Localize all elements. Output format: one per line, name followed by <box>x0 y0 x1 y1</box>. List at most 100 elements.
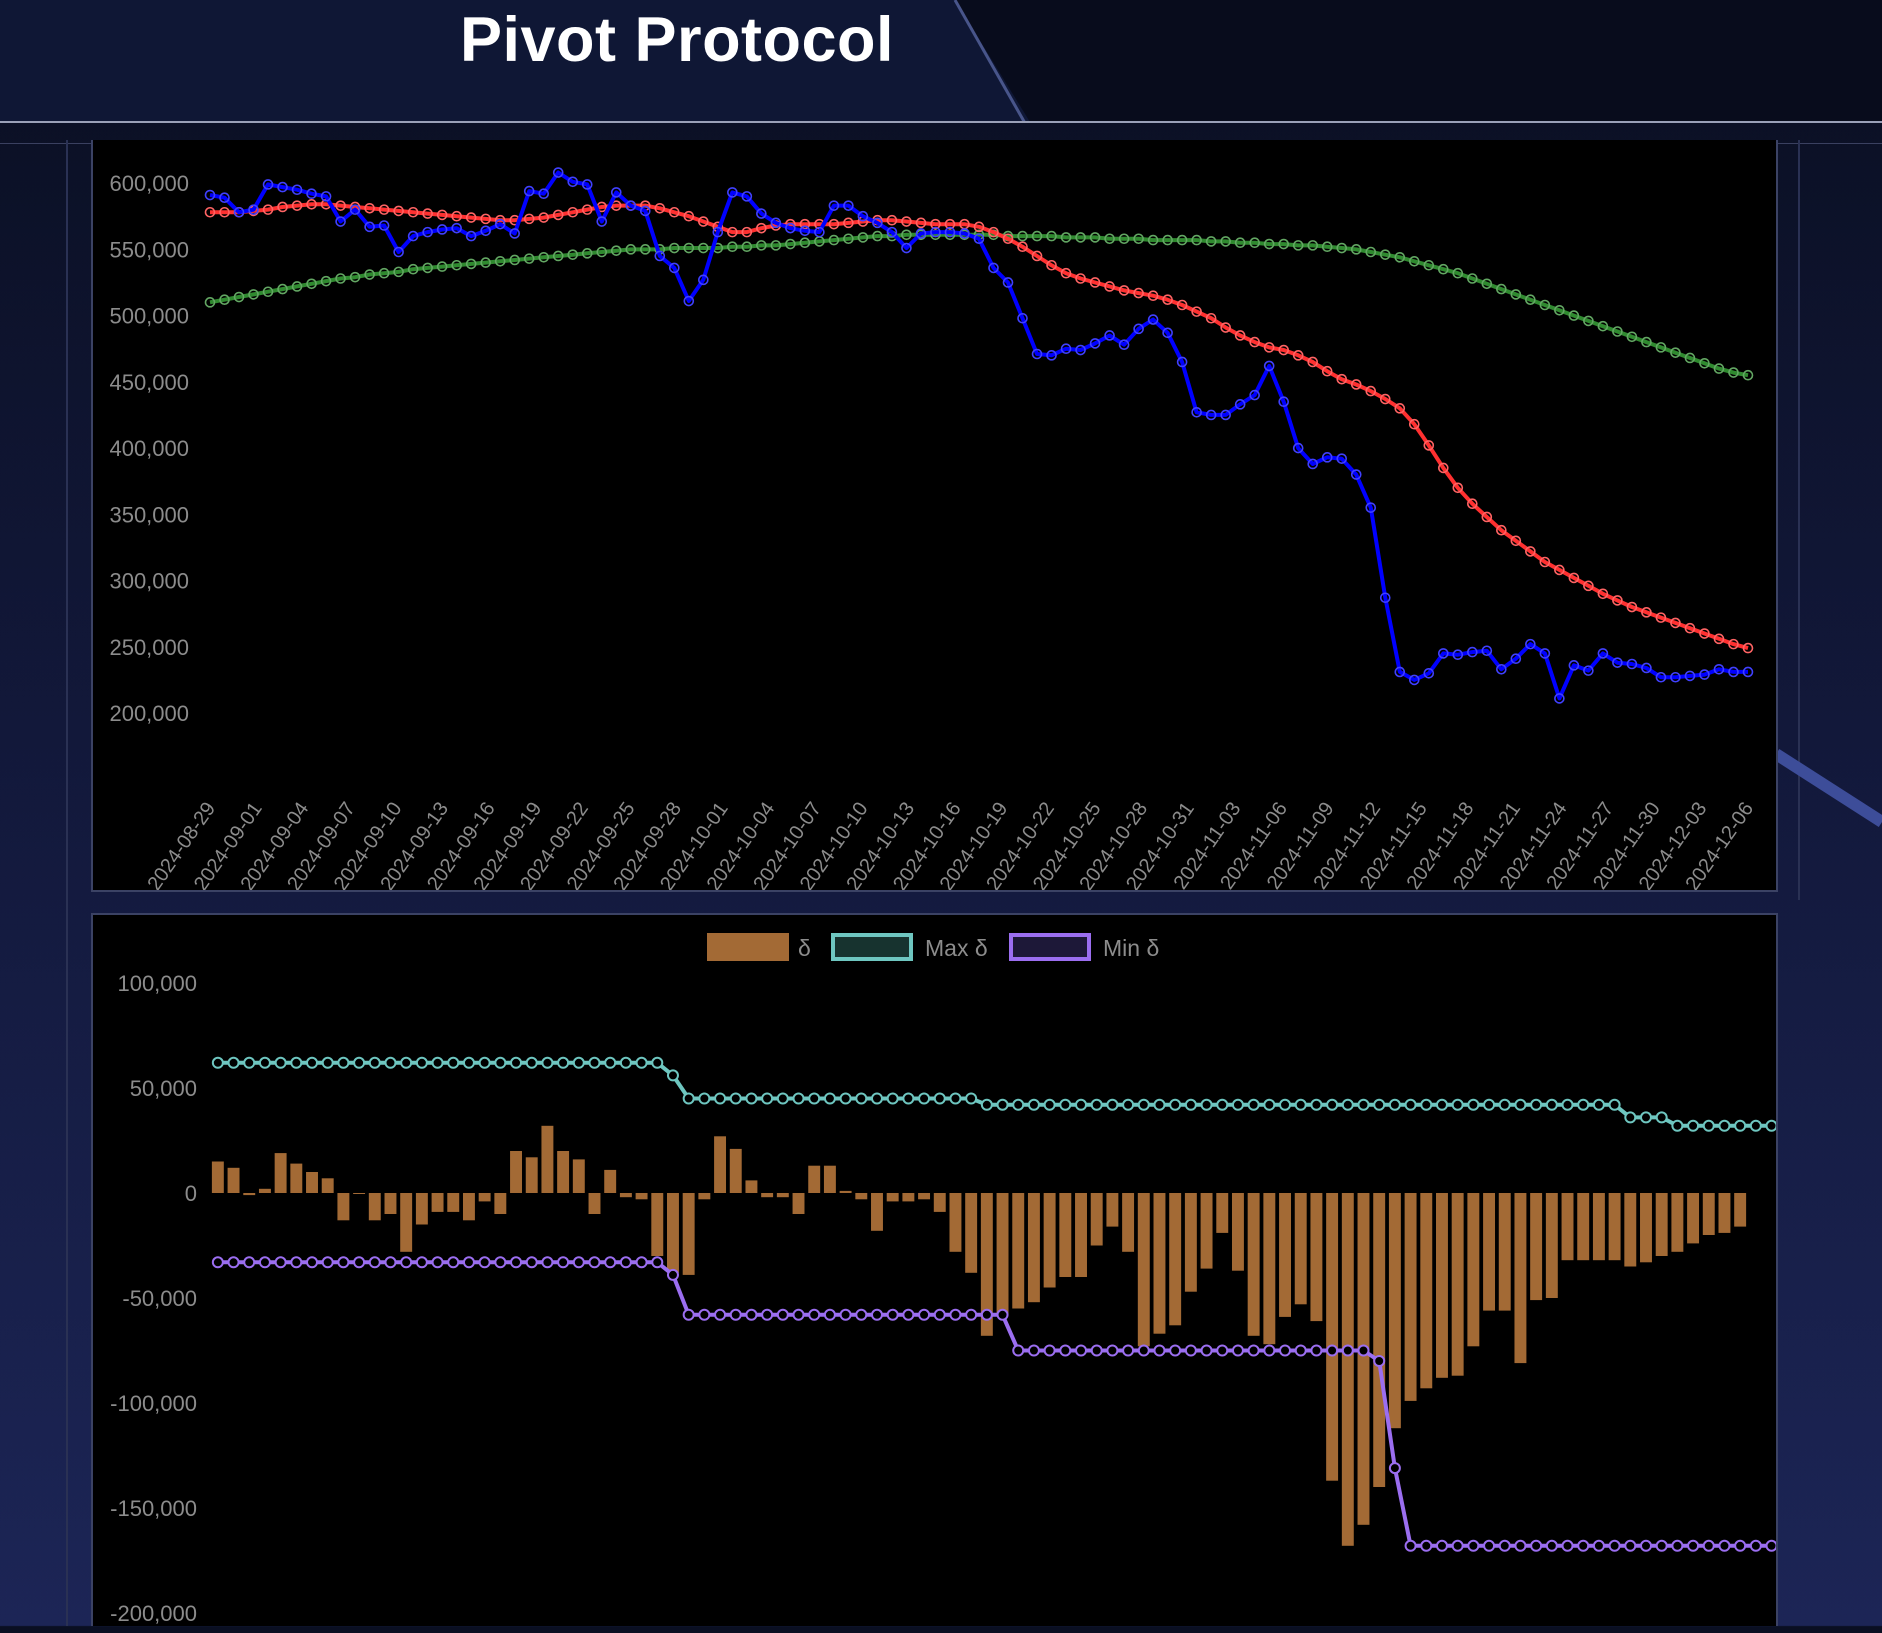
data-point <box>1231 1344 1244 1357</box>
data-point <box>306 188 317 200</box>
data-point <box>596 246 608 258</box>
delta-bar <box>1075 1193 1087 1277</box>
data-point <box>1278 344 1289 356</box>
data-point <box>682 1092 695 1105</box>
data-point <box>1554 304 1565 316</box>
data-point <box>407 230 419 242</box>
data-point <box>572 1056 585 1069</box>
data-point <box>729 1308 742 1321</box>
delta-bar <box>667 1193 679 1273</box>
data-point <box>1742 642 1754 654</box>
data-point <box>1713 663 1725 675</box>
y-tick-label: -200,000 <box>110 1601 197 1626</box>
data-point <box>1394 252 1406 263</box>
delta-bar <box>1514 1193 1527 1364</box>
data-point <box>799 218 811 230</box>
data-point <box>776 1092 789 1105</box>
data-point <box>337 1256 350 1269</box>
delta-bar <box>1106 1193 1119 1227</box>
data-point <box>619 1056 632 1069</box>
data-point <box>1292 442 1304 454</box>
data-point <box>1133 233 1144 245</box>
data-point <box>1388 1462 1401 1475</box>
data-point <box>1687 1119 1700 1132</box>
y-tick-label: 350,000 <box>109 502 189 527</box>
data-point <box>494 1256 507 1269</box>
data-point <box>415 1256 428 1269</box>
delta-bar <box>1467 1193 1480 1347</box>
delta-bar <box>572 1159 585 1193</box>
data-point <box>567 176 579 188</box>
data-point <box>714 1308 727 1321</box>
delta-bar <box>745 1180 758 1193</box>
data-point <box>581 204 593 215</box>
data-point <box>320 275 332 287</box>
page-title: Pivot Protocol <box>460 5 895 75</box>
data-point <box>1655 342 1667 353</box>
data-point <box>525 1256 538 1269</box>
data-point <box>639 205 651 217</box>
data-point <box>1336 242 1348 254</box>
data-point <box>855 1092 868 1105</box>
data-point <box>1321 241 1333 253</box>
series-line <box>209 170 1748 701</box>
data-point <box>886 1092 899 1105</box>
data-point <box>654 250 666 262</box>
data-point <box>243 1056 256 1069</box>
data-point <box>211 1256 224 1269</box>
data-point <box>1350 469 1362 480</box>
data-point <box>1231 1098 1244 1111</box>
delta-bar <box>462 1193 475 1221</box>
data-point <box>291 184 303 196</box>
data-point <box>1530 1098 1543 1111</box>
data-point <box>1220 409 1231 421</box>
data-point <box>1438 462 1449 474</box>
delta-bar <box>1561 1193 1574 1261</box>
data-point <box>1765 1539 1778 1552</box>
data-point <box>384 1056 397 1069</box>
y-tick-label: -100,000 <box>110 1391 197 1416</box>
data-point <box>1670 347 1681 358</box>
delta-bar <box>965 1193 978 1273</box>
frame-rail-left <box>66 140 68 1626</box>
data-point <box>1545 1539 1558 1552</box>
data-point <box>669 262 680 274</box>
delta-bar <box>1216 1193 1229 1233</box>
data-point <box>1728 666 1739 678</box>
data-point <box>1162 234 1173 246</box>
delta-bar <box>619 1193 632 1198</box>
data-point <box>462 1056 475 1069</box>
header-decor <box>0 0 1030 122</box>
data-point <box>567 206 579 218</box>
data-point <box>1104 330 1115 341</box>
data-point <box>1147 314 1159 325</box>
data-point <box>683 242 695 254</box>
data-point <box>814 226 825 238</box>
data-point <box>1554 693 1565 704</box>
data-point <box>1671 1539 1684 1552</box>
data-point <box>258 1256 271 1269</box>
data-point <box>1608 1539 1621 1552</box>
data-point <box>727 187 738 198</box>
data-point <box>1655 671 1667 683</box>
data-point <box>1133 287 1144 299</box>
data-point <box>465 258 477 270</box>
data-point <box>415 1056 428 1069</box>
data-point <box>1205 236 1217 247</box>
data-point <box>1498 1098 1511 1111</box>
data-point <box>393 205 404 217</box>
data-point <box>1467 498 1478 510</box>
data-point <box>400 1256 413 1269</box>
data-point <box>1525 638 1536 650</box>
delta-bar <box>1027 1193 1040 1303</box>
data-point <box>1626 331 1638 343</box>
data-point <box>1341 1344 1354 1357</box>
data-point <box>233 206 245 218</box>
data-point <box>915 217 927 229</box>
delta-bar <box>1279 1193 1291 1317</box>
data-point <box>1089 338 1101 349</box>
data-point <box>1220 322 1231 333</box>
data-point <box>930 218 941 230</box>
data-point <box>1220 236 1231 247</box>
data-point <box>480 225 491 237</box>
